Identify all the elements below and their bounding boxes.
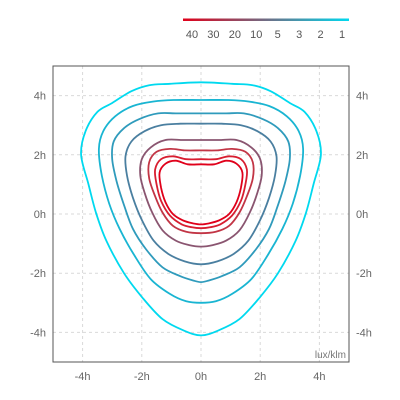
- y-tick-label-left: 0h: [34, 209, 46, 221]
- legend-label: 5: [275, 29, 281, 41]
- contour-line-20: [147, 147, 255, 235]
- y-tick-label-right: -2h: [356, 268, 372, 280]
- legend-label: 3: [296, 29, 302, 41]
- legend-label: 2: [318, 29, 324, 41]
- x-tick-label: 4h: [313, 371, 325, 383]
- y-tick-label-left: 4h: [34, 91, 46, 103]
- unit-label: lux/klm: [315, 350, 346, 361]
- grid: [53, 66, 349, 362]
- x-tick-label: -4h: [75, 371, 91, 383]
- x-tick-label: 0h: [195, 371, 207, 383]
- contour-line-40: [158, 159, 244, 226]
- y-tick-label-left: -2h: [30, 268, 46, 280]
- contour-line-30: [153, 155, 249, 230]
- legend-label: 10: [250, 29, 262, 41]
- contour-line-1: [80, 81, 322, 337]
- y-tick-label-right: 4h: [356, 91, 368, 103]
- y-tick-label-right: -4h: [356, 327, 372, 339]
- y-tick-label-left: 2h: [34, 150, 46, 162]
- legend-label: 40: [186, 29, 198, 41]
- x-tick-label: -2h: [134, 371, 150, 383]
- x-tick-label: 2h: [254, 371, 266, 383]
- y-tick-label-right: 2h: [356, 150, 368, 162]
- contour-line-5: [124, 122, 278, 266]
- axis-ticks: -4h -4h -2h -2h 0h 0h 2h 2h 4h 4h -4h -2h 0h 2h 4h: [30, 91, 372, 383]
- y-tick-label-right: 0h: [356, 209, 368, 221]
- contour-line-10: [139, 138, 263, 248]
- y-tick-label-left: -4h: [30, 327, 46, 339]
- legend-gradient-bar: [183, 18, 349, 21]
- legend-label: 20: [229, 29, 241, 41]
- contour-lines: [80, 81, 322, 337]
- legend: 40 30 20 10 5 3 2 1: [183, 18, 349, 41]
- legend-label: 1: [339, 29, 345, 41]
- contour-line-2: [97, 99, 305, 304]
- contour-line-3: [111, 112, 291, 283]
- legend-label: 30: [207, 29, 219, 41]
- plot-frame: [52, 65, 350, 363]
